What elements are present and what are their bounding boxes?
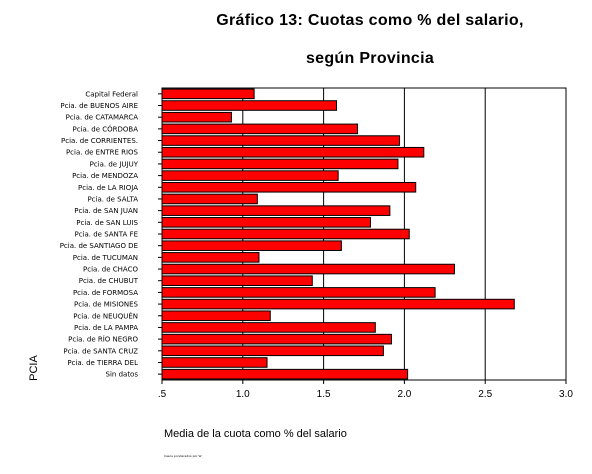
source-note: Casos ponderados por W — [164, 454, 201, 458]
bar — [161, 310, 271, 322]
x-tick-label: 1.0 — [236, 389, 250, 400]
category-label: Pcia. de NEUQUÉN — [73, 311, 138, 320]
bar — [161, 158, 399, 170]
bar — [161, 181, 417, 193]
bar — [161, 252, 260, 263]
bar — [161, 287, 436, 298]
bar — [161, 135, 401, 146]
category-labels: Capital Federal Pcia. de BUENOS AIRE Pcia.… — [60, 90, 162, 379]
category-label: Pcia. de CÓRDOBA — [73, 124, 139, 133]
category-label: Pcia. de MISIONES — [74, 301, 139, 309]
chart-title-line1: Gráfico 13: Cuotas como % del salario, — [216, 12, 524, 29]
bar — [161, 275, 313, 287]
x-tick-label: .5 — [158, 389, 167, 400]
category-label: Pcia. de SANTIAGO DE — [60, 242, 138, 250]
bar — [161, 146, 425, 158]
plot-frame — [161, 87, 567, 381]
bar — [161, 368, 409, 380]
category-label: Pcia. de SANTA CRUZ — [63, 347, 138, 355]
bar — [161, 123, 359, 135]
bar — [161, 217, 371, 228]
category-label: Capital Federal — [85, 90, 138, 98]
bar — [161, 333, 392, 345]
x-axis-label: Media de la cuota como % del salario — [164, 428, 347, 440]
category-label: Pcia. de ENTRE RIOS — [66, 149, 139, 157]
category-label: Pcia. de SANTA FE — [74, 231, 138, 239]
category-label: Pcia. de CHUBUT — [79, 277, 139, 285]
category-label: Pcia. de FORMOSA — [73, 289, 138, 297]
bar — [161, 111, 232, 123]
category-label: Pcia. de LA PAMPA — [74, 324, 138, 332]
category-label: Pcia. de SAN LUIS — [76, 219, 138, 227]
y-axis-label: PCIA — [28, 355, 40, 381]
bar — [161, 357, 268, 368]
bar — [161, 100, 338, 111]
x-tick-label: 1.5 — [317, 389, 331, 400]
category-label: Pcia. de SAN JUAN — [74, 207, 138, 215]
category-label: Pcia. de CATAMARCA — [66, 114, 139, 122]
category-label: Pcia. de JUJUY — [90, 160, 139, 168]
category-label: Pcia. de MENDOZA — [72, 172, 138, 180]
category-label: Pcia. de CHACO — [83, 266, 138, 274]
x-tick-label: 3.0 — [559, 389, 573, 400]
category-label: Pcia. de TIERRA DEL — [67, 359, 138, 367]
bars-group — [161, 88, 515, 380]
bar — [161, 322, 376, 333]
category-label: Pcia. de SALTA — [87, 195, 138, 203]
bar — [161, 240, 342, 251]
category-label: Pcia. de TUCUMAN — [73, 254, 138, 262]
chart-title-line2: según Provincia — [305, 50, 435, 67]
bar — [161, 263, 455, 275]
x-tick-label: 2.5 — [478, 389, 492, 400]
bar — [161, 345, 384, 357]
category-label: Pcia. de CORRIENTES. — [61, 137, 138, 145]
bar — [161, 228, 410, 240]
bar — [161, 170, 339, 181]
category-label: Pcia. de LA RIOJA — [78, 184, 138, 192]
category-label: Sin datos — [106, 371, 139, 379]
bar — [161, 298, 515, 310]
x-tick-label: 2.0 — [397, 389, 411, 400]
bar — [161, 205, 391, 216]
bar — [161, 193, 258, 205]
x-axis-ticks: .5 1.0 1.5 2.0 2.5 3.0 — [158, 380, 573, 400]
bar — [161, 88, 255, 100]
category-label: Pcia. de BUENOS AIRE — [60, 102, 138, 110]
category-label: Pcia. de RÍO NEGRO — [68, 335, 138, 344]
